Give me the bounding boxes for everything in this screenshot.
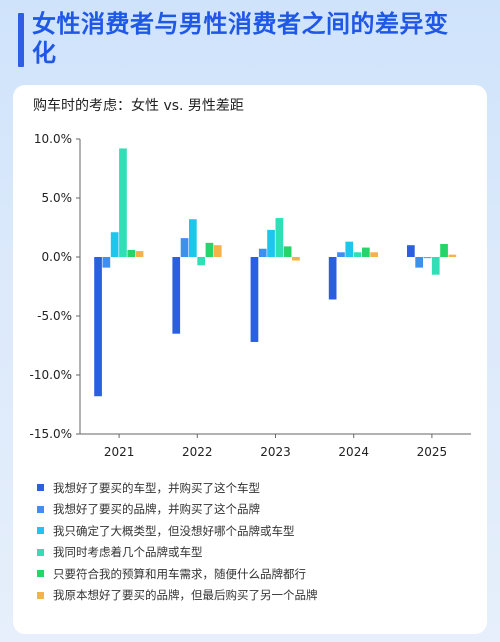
bar [127, 249, 136, 257]
title-accent-bar [18, 13, 24, 67]
bar [345, 241, 354, 257]
bar [407, 245, 415, 257]
bar [337, 252, 345, 257]
x-tick-label: 2021 [104, 445, 135, 459]
legend-swatch [37, 484, 44, 492]
legend-swatch [37, 591, 44, 599]
bar [110, 232, 119, 257]
y-tick-label: 0.0% [42, 250, 73, 264]
bar [197, 257, 205, 266]
legend-swatch [37, 527, 44, 535]
bar [275, 218, 284, 257]
bar [267, 229, 275, 257]
bar [258, 248, 267, 257]
legend-swatch [37, 570, 44, 578]
chart-legend: 我想好了要买的车型，并购买了这个车型 我想好了要买的品牌，并购买了这个品牌我只确定… [37, 477, 477, 606]
legend-label: 只要符合我的预算和用车需求，随便什么品牌都行 [53, 566, 306, 581]
bar [94, 257, 102, 397]
legend-item: 我想好了要买的车型，并购买了这个车型 [37, 477, 477, 499]
legend-item: 我想好了要买的品牌，并购买了这个品牌 [37, 499, 477, 521]
bar [440, 244, 448, 257]
bar [292, 257, 300, 261]
x-tick-label: 2023 [260, 445, 291, 459]
legend-label: 我只确定了大概类型，但没想好哪个品牌或车型 [53, 523, 295, 538]
legend-label: 我想好了要买的车型，并购买了这个车型 [53, 480, 260, 495]
x-tick-label: 2025 [417, 445, 448, 459]
bar [250, 257, 259, 342]
y-tick-label: -5.0% [37, 309, 72, 323]
bar [448, 254, 457, 257]
legend-item: 我原本想好了要买的品牌，但最后购买了另一个品牌 [37, 585, 477, 607]
x-tick-label: 2022 [182, 445, 213, 459]
x-tick-label: 2024 [338, 445, 369, 459]
bar [328, 257, 337, 300]
bar [119, 148, 127, 257]
legend-item: 只要符合我的预算和用车需求，随便什么品牌都行 [37, 563, 477, 585]
bar [370, 252, 378, 257]
bar [172, 257, 181, 334]
bar [205, 242, 214, 257]
bar [362, 247, 370, 257]
page-title: 女性消费者与男性消费者之间的差异变化 [32, 10, 449, 67]
legend-label: 我原本想好了要买的品牌，但最后购买了另一个品牌 [53, 588, 318, 603]
legend-swatch [37, 548, 44, 556]
y-tick-label: -10.0% [30, 368, 72, 382]
bar [189, 219, 197, 257]
bar [353, 252, 362, 257]
bar [180, 238, 189, 257]
bar [102, 257, 111, 268]
legend-item: 我只确定了大概类型，但没想好哪个品牌或车型 [37, 520, 477, 542]
bar [415, 257, 423, 268]
header: 女性消费者与男性消费者之间的差异变化 [0, 0, 500, 80]
chart-plot: 10.0% 5.0% 0.0% -5.0% -10.0% -15.0% 2021 2022 20… [30, 132, 471, 459]
y-tick-label: 5.0% [42, 191, 73, 205]
legend-item: 我同时考虑着几个品牌或车型 [37, 542, 477, 564]
bar [213, 245, 222, 257]
legend-label: 我同时考虑着几个品牌或车型 [53, 545, 203, 560]
bar [423, 257, 432, 259]
bar [283, 246, 292, 257]
legend-label: 我想好了要买的品牌，并购买了这个品牌 [53, 502, 260, 517]
y-tick-label: 10.0% [34, 132, 72, 146]
y-tick-label: -15.0% [30, 427, 72, 441]
bar [431, 257, 440, 275]
legend-swatch [37, 505, 44, 513]
chart-card: 购车时的考虑：女性 vs. 男性差距 10.0% 5.0% 0.0% -5.0% -10… [13, 85, 487, 634]
bar [135, 251, 144, 257]
chart-title: 购车时的考虑：女性 vs. 男性差距 [33, 98, 244, 114]
